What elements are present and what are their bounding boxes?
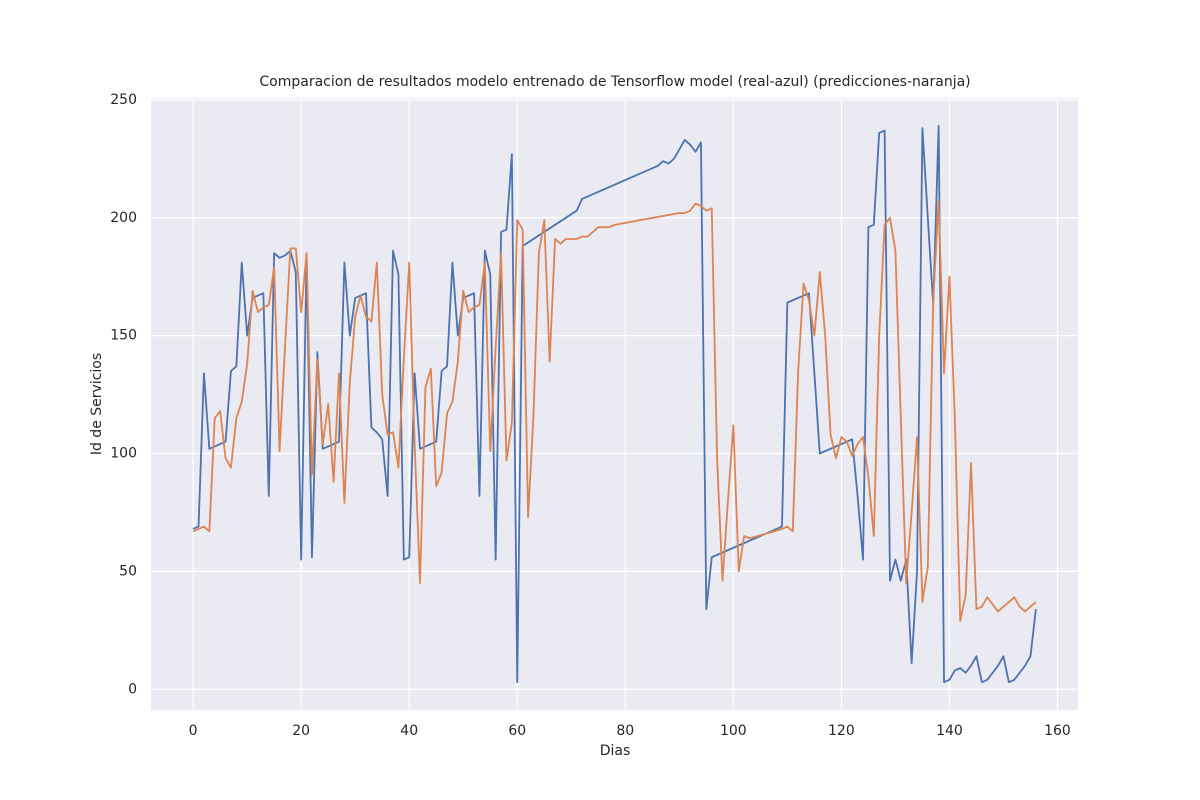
y-axis-label: Id de Servicios <box>89 353 105 455</box>
x-tick-label: 160 <box>1044 723 1071 739</box>
x-tick-label: 120 <box>828 723 855 739</box>
x-tick-label: 0 <box>189 723 198 739</box>
x-tick-label: 80 <box>616 723 634 739</box>
x-tick-label: 40 <box>400 723 418 739</box>
y-tick-label: 50 <box>119 563 137 579</box>
x-tick-label: 100 <box>720 723 747 739</box>
x-tick-label: 140 <box>936 723 963 739</box>
y-tick-label: 0 <box>128 681 137 697</box>
y-tick-label: 100 <box>110 446 137 462</box>
data-line <box>192 200 1037 622</box>
x-tick-label: 60 <box>508 723 526 739</box>
y-tick-label: 150 <box>110 328 137 344</box>
chart-title: Comparacion de resultados modelo entrena… <box>259 74 970 90</box>
y-tick-label: 200 <box>110 210 137 226</box>
plot-area <box>151 98 1078 710</box>
y-tick-label: 250 <box>110 92 137 108</box>
x-tick-label: 20 <box>292 723 310 739</box>
x-axis-label: Dias <box>600 743 631 759</box>
